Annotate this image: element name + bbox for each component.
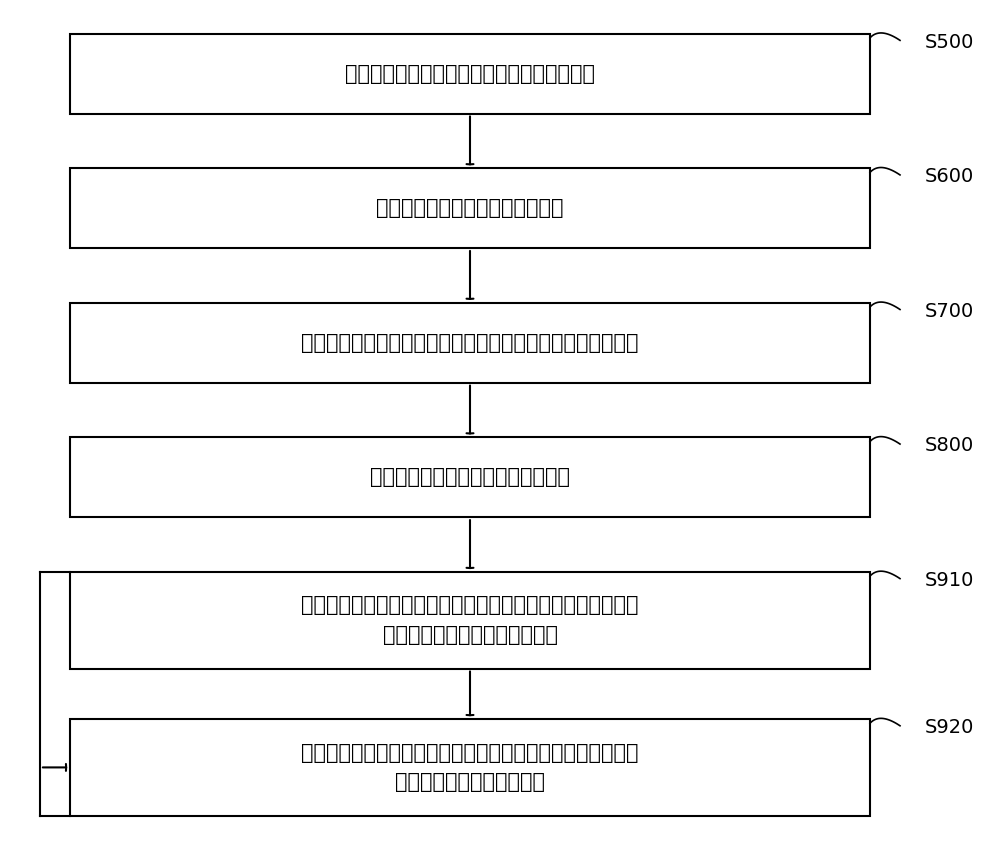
Bar: [70, 34, 870, 114]
Bar: [70, 168, 870, 248]
Text: S600: S600: [925, 167, 974, 186]
Text: 当门板正面的装配工况与门板正面的目标装配工况一致时，控
制四工位处的升降气缸启动: 当门板正面的装配工况与门板正面的目标装配工况一致时，控 制四工位处的升降气缸启动: [301, 743, 639, 792]
Text: S910: S910: [925, 571, 974, 590]
Text: S500: S500: [925, 33, 974, 51]
Bar: [70, 572, 870, 669]
Bar: [70, 719, 870, 816]
Text: 获取三工位处门板正面的装配工况: 获取三工位处门板正面的装配工况: [376, 198, 564, 218]
Text: 控制门板由三工位处转运至四工位处: 控制门板由三工位处转运至四工位处: [370, 468, 570, 487]
Text: 比对三工位处门板正面的装配工况与门板正面的目标装配工况: 比对三工位处门板正面的装配工况与门板正面的目标装配工况: [301, 333, 639, 352]
Text: 当门板正面的装配工况与门板正面的目标装配工况不一致时，
控制四工位的升降气缸禁止启动: 当门板正面的装配工况与门板正面的目标装配工况不一致时， 控制四工位的升降气缸禁止…: [301, 595, 639, 645]
Bar: [70, 437, 870, 517]
Text: S920: S920: [925, 718, 974, 737]
Text: 控制门板由二工位处转运至三工位处进行装配: 控制门板由二工位处转运至三工位处进行装配: [345, 64, 595, 83]
Text: S700: S700: [925, 302, 974, 320]
Text: S800: S800: [925, 436, 974, 455]
Bar: [70, 303, 870, 383]
